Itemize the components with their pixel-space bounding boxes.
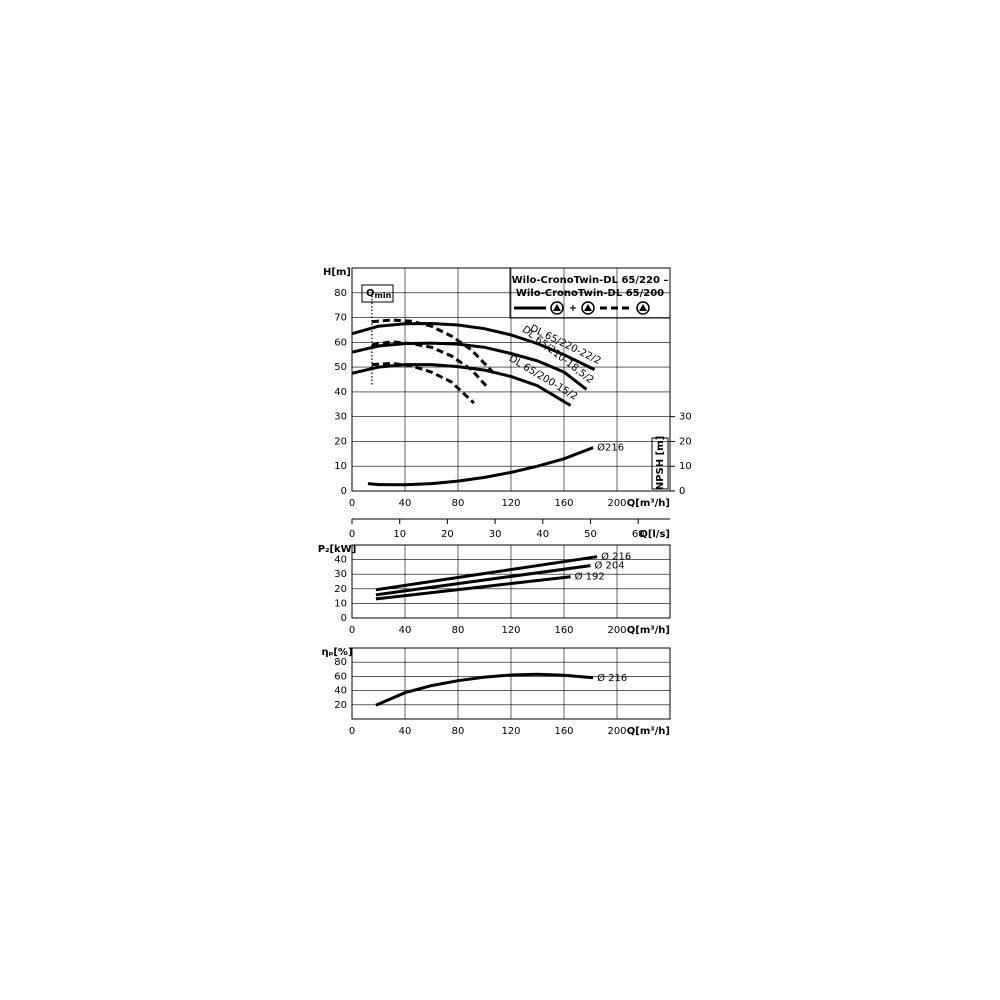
series-label: Ø 216: [597, 672, 627, 684]
pump-icon: [553, 304, 561, 311]
legend-title: Wilo-CronoTwin-DL 65/200: [516, 288, 664, 299]
series-label: Ø 204: [595, 560, 625, 572]
x-axis-label: Q[m³/h]: [627, 625, 670, 636]
series-label: Ø 192: [575, 571, 605, 583]
x-tick-label: 120: [501, 726, 520, 737]
y-tick-label: 10: [334, 598, 347, 609]
y-tick-label: 30: [334, 569, 347, 580]
y-tick-label: 40: [334, 686, 347, 697]
y-tick-label: 10: [334, 461, 347, 472]
x-tick-label: 120: [501, 498, 520, 509]
y-tick-label: 80: [334, 657, 347, 668]
y-tick-label: 0: [341, 613, 347, 624]
qmin-label: Qmin: [366, 288, 392, 300]
y2-tick-label: 20: [679, 436, 692, 447]
x-tick-label: 200: [607, 726, 626, 737]
curve: [375, 555, 598, 592]
curve: [375, 575, 571, 601]
y-axis-label: H[m]: [323, 267, 351, 278]
x-tick-label: 200: [607, 498, 626, 509]
legend-title: Wilo-CronoTwin-DL 65/220 –: [512, 275, 669, 286]
x2-tick-label: 0: [349, 529, 355, 540]
y-tick-label: 40: [334, 555, 347, 566]
x-tick-label: 160: [554, 498, 573, 509]
x-tick-label: 160: [554, 625, 573, 636]
x-tick-label: 40: [399, 625, 412, 636]
curve: [375, 564, 591, 597]
x2-tick-label: 50: [584, 529, 597, 540]
x-tick-label: 0: [349, 726, 355, 737]
x-tick-label: 160: [554, 726, 573, 737]
y2-label: NPSH [m]: [655, 436, 666, 490]
qmin-box: [361, 284, 394, 303]
y2-tick-label: 30: [679, 412, 692, 423]
y-tick-label: 60: [334, 671, 347, 682]
x-tick-label: 0: [349, 625, 355, 636]
y-tick-label: 0: [341, 486, 347, 497]
x2-tick-label: 60: [632, 529, 645, 540]
x2-tick-label: 30: [489, 529, 502, 540]
x2-tick-label: 10: [393, 529, 406, 540]
curve: [351, 321, 596, 371]
x-tick-label: 200: [607, 625, 626, 636]
series-label: Ø 216: [601, 551, 631, 563]
curve: [351, 363, 572, 407]
y-tick-label: 20: [334, 436, 347, 447]
x-tick-label: 40: [399, 498, 412, 509]
curve: [367, 446, 594, 487]
curve: [371, 318, 497, 376]
curve: [371, 340, 489, 388]
curve: [371, 361, 475, 405]
y2-tick-label: 0: [679, 486, 685, 497]
x-tick-label: 80: [452, 726, 465, 737]
y-tick-label: 70: [334, 313, 347, 324]
x-axis-label: Q[m³/h]: [627, 498, 670, 509]
x-tick-label: 40: [399, 726, 412, 737]
series-label: Ø216: [597, 442, 624, 454]
x2-axis-label: Q[l/s]: [639, 529, 670, 540]
y-tick-label: 30: [334, 412, 347, 423]
y-tick-label: 60: [334, 337, 347, 348]
x-tick-label: 80: [452, 625, 465, 636]
x-tick-label: 0: [349, 498, 355, 509]
y2-label-box: [651, 437, 669, 490]
x-tick-label: 80: [452, 498, 465, 509]
y-tick-label: 50: [334, 362, 347, 373]
y-tick-label: 20: [334, 584, 347, 595]
curve: [375, 672, 594, 707]
y-tick-label: 20: [334, 700, 347, 711]
y2-tick-label: 10: [679, 461, 692, 472]
qmin-label: Q: [366, 288, 375, 299]
y-tick-label: 40: [334, 387, 347, 398]
x2-tick-label: 40: [536, 529, 549, 540]
curve: [351, 341, 588, 391]
pump-icon: [584, 304, 592, 311]
y-axis-label: P₂[kW]: [318, 544, 357, 555]
x2-tick-label: 20: [441, 529, 454, 540]
legend-joiner: +: [569, 303, 577, 314]
x-axis-label: Q[m³/h]: [627, 726, 670, 737]
qmin-sub: min: [375, 291, 392, 300]
y-axis-label: ηₚ[%]: [321, 647, 352, 658]
x-tick-label: 120: [501, 625, 520, 636]
y-tick-label: 80: [334, 288, 347, 299]
pump-icon: [639, 304, 647, 311]
